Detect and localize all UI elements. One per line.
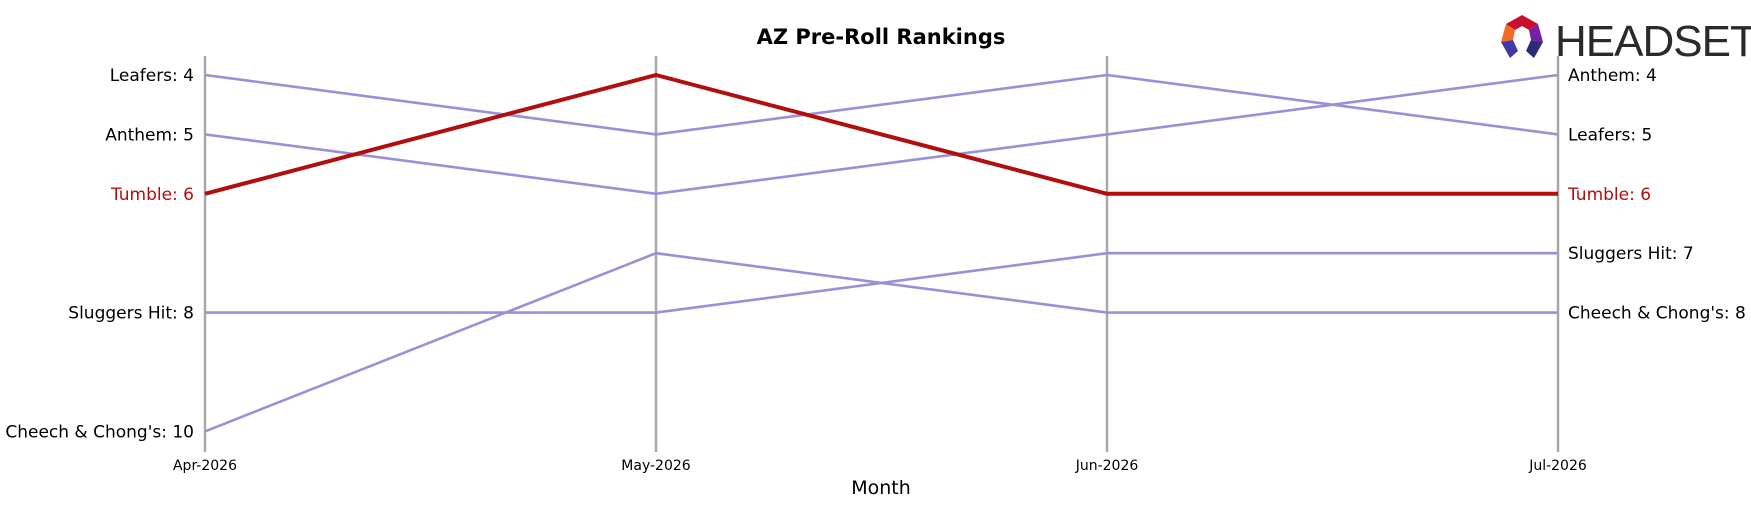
series-line-leafers	[204, 73, 1559, 136]
x-axis-ticks: Apr-2026 May-2026 Jun-2026 Jul-2026	[173, 458, 1587, 474]
left-label: Anthem: 5	[105, 125, 194, 145]
left-label: Leafers: 4	[110, 66, 194, 86]
left-end-labels: Leafers: 4 Anthem: 5 Tumble: 6 Sluggers Hit…	[5, 66, 194, 442]
left-label: Cheech & Chong's: 10	[5, 422, 194, 442]
left-label: Tumble: 6	[110, 185, 194, 205]
right-label: Leafers: 5	[1568, 125, 1652, 145]
right-label: Anthem: 4	[1568, 66, 1657, 86]
chart-title: AZ Pre-Roll Rankings	[757, 25, 1006, 49]
right-label: Tumble: 6	[1567, 185, 1651, 205]
x-tick-label: Apr-2026	[173, 458, 237, 474]
x-tick-label: May-2026	[621, 458, 690, 474]
x-axis-label: Month	[851, 477, 911, 499]
headset-logo-icon	[1501, 15, 1543, 58]
x-tick-label: Jun-2026	[1075, 458, 1139, 474]
x-tick-label: Jul-2026	[1528, 458, 1587, 474]
series-lines	[204, 73, 1559, 433]
right-label: Sluggers Hit: 7	[1568, 244, 1694, 264]
series-line-cheech-chong-s	[204, 251, 1558, 433]
right-label: Cheech & Chong's: 8	[1568, 304, 1746, 324]
series-line-tumble	[204, 73, 1558, 196]
series-line-anthem	[204, 73, 1559, 196]
headset-logo: HEADSET	[1501, 15, 1751, 66]
left-label: Sluggers Hit: 8	[68, 304, 194, 324]
right-end-labels: Anthem: 4 Leafers: 5 Tumble: 6 Sluggers Hit…	[1567, 66, 1746, 324]
headset-logo-text: HEADSET	[1555, 17, 1751, 66]
